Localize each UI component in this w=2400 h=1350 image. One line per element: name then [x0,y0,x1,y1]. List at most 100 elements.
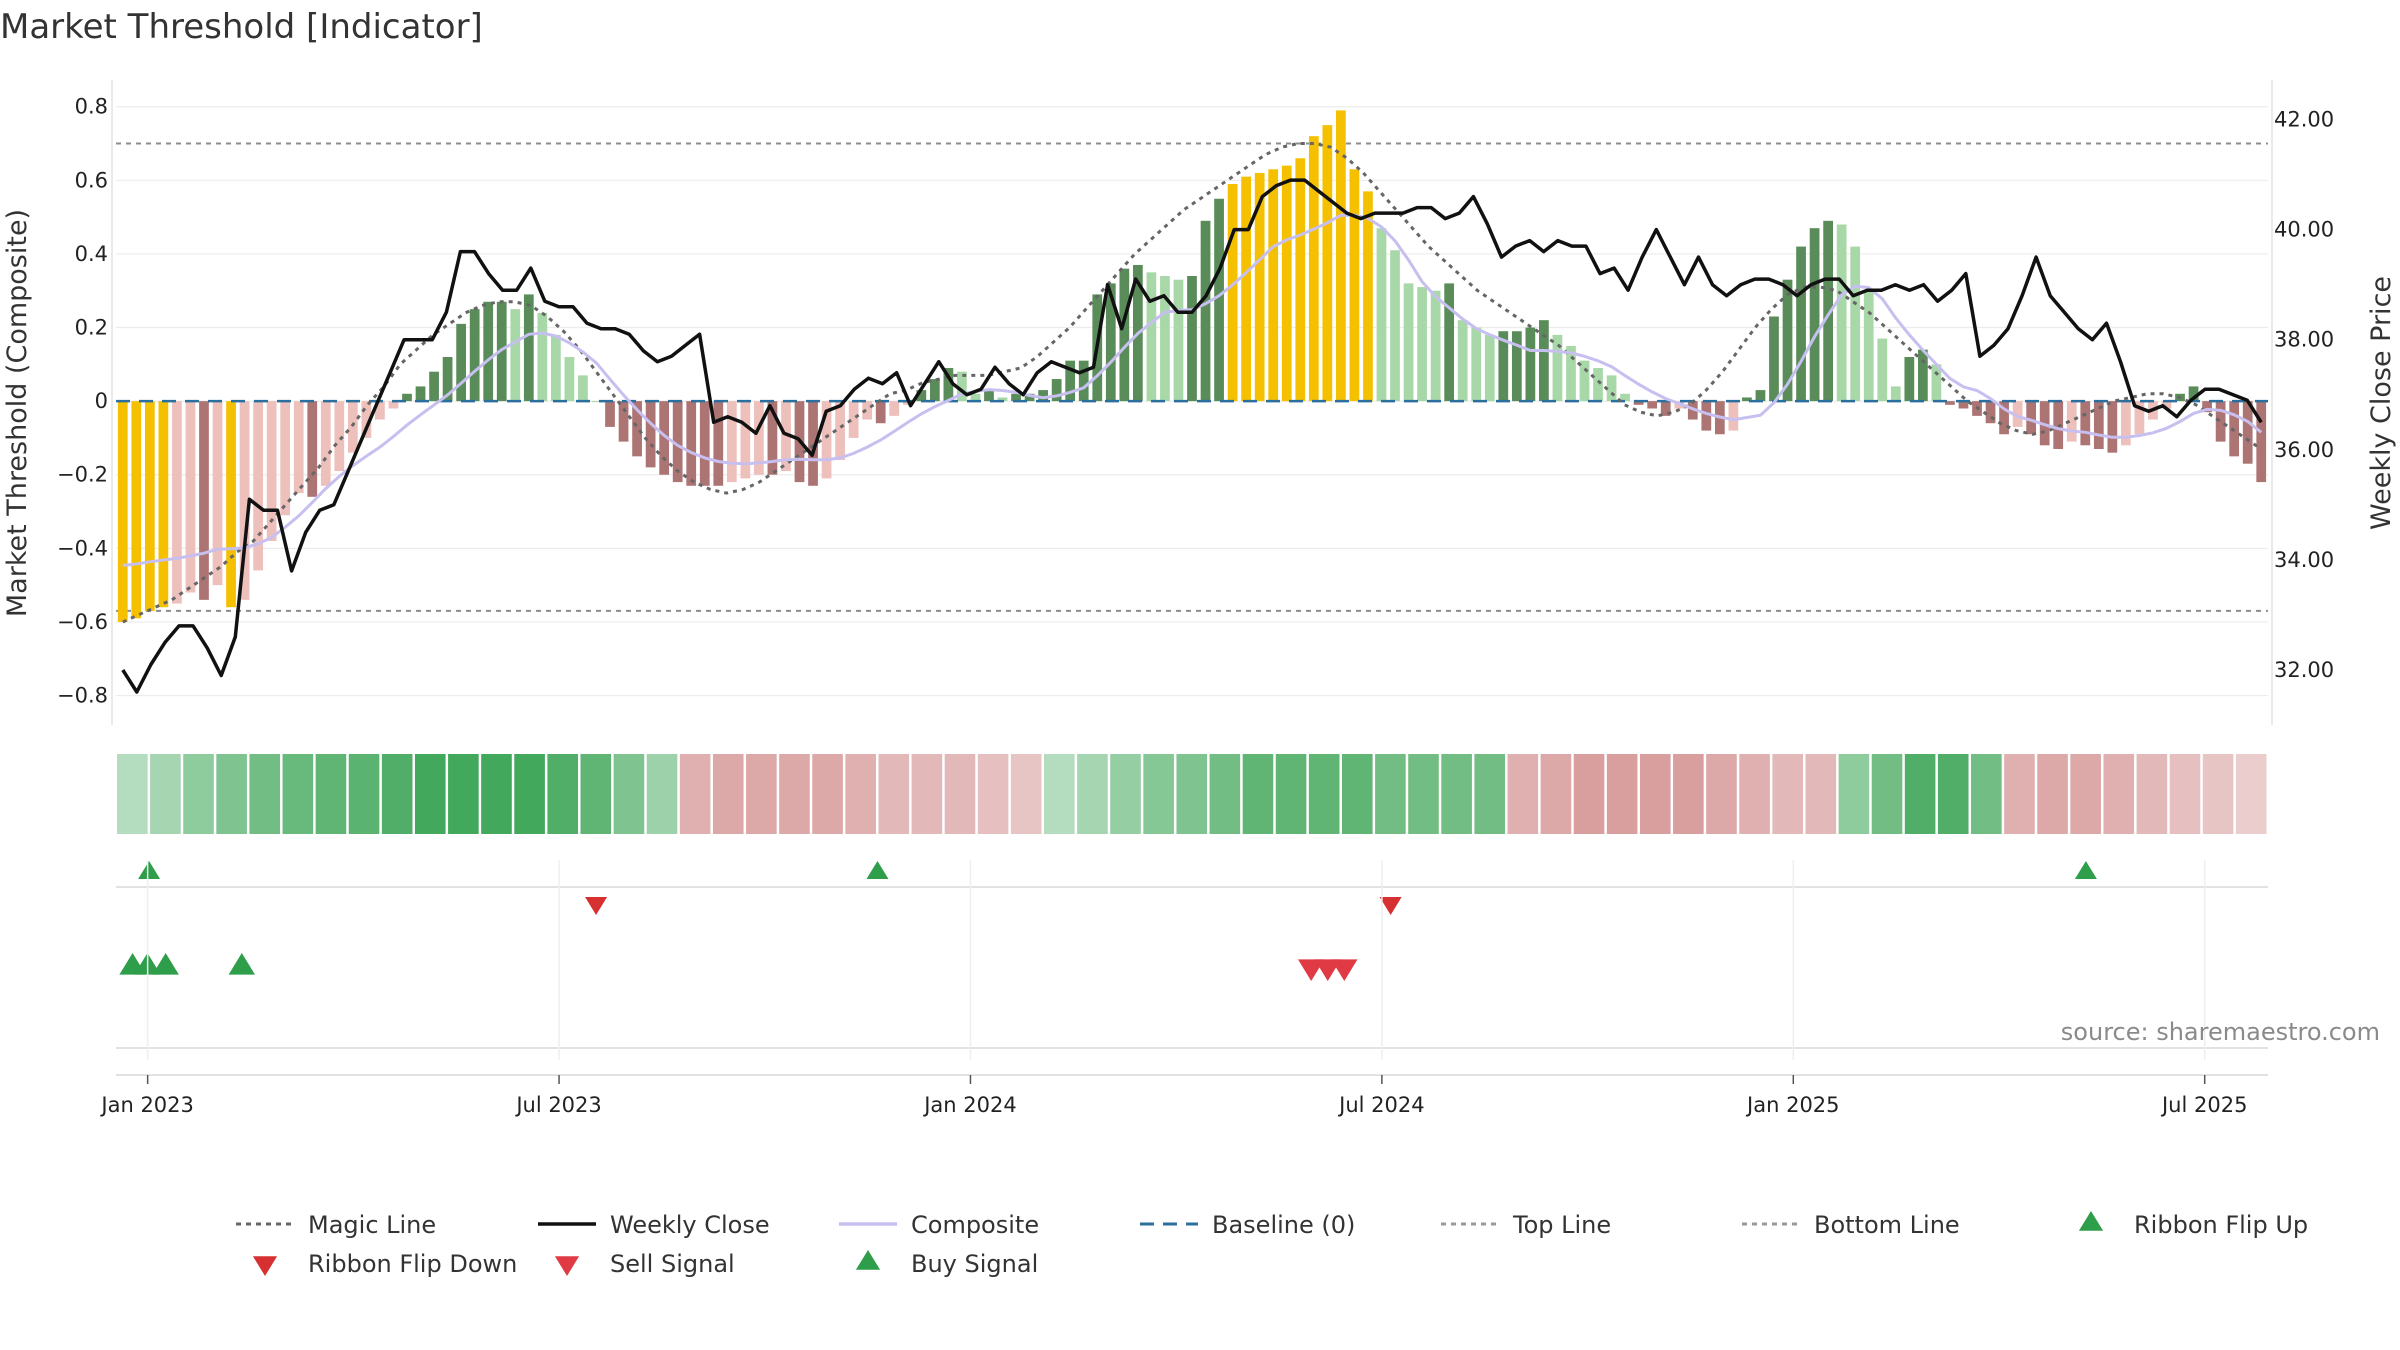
ribbon-cell [448,754,479,834]
composite-bar [2093,401,2104,449]
composite-bar [375,401,385,420]
ribbon-cell [1408,754,1439,834]
composite-bar [1863,290,1874,402]
legend-item: Composite [839,1211,1039,1239]
composite-bar [1552,334,1563,402]
ribbon-cell [1441,754,1472,834]
composite-bar [320,401,331,486]
y2-tick-label: 38.00 [2274,328,2334,352]
ribbon-cell [1573,754,1605,834]
ribbon-cell [1971,754,2002,834]
composite-bar [1024,393,1035,402]
composite-bar [1160,276,1170,402]
composite-bar [1241,176,1252,402]
composite-bar [1011,393,1021,402]
ribbon-cell [414,754,446,834]
composite-bar [1363,191,1373,402]
legend-item: Magic Line [236,1211,436,1239]
composite-bar [1917,349,1928,402]
composite-bar [862,401,873,420]
composite-bar [1457,320,1468,402]
composite-bar [266,401,277,541]
composite-bar [2107,401,2118,453]
weekly-close-line [121,178,2263,694]
ribbon-cell [580,754,612,834]
composite-bar [672,401,683,483]
legend-item: Weekly Close [538,1211,770,1239]
composite-bar [1065,360,1076,402]
composite-bar [1958,401,1969,409]
ribbon-cell [2169,754,2201,834]
ribbon-cell [1176,754,1208,834]
ribbon-cell [679,754,711,834]
composite-bar [483,301,494,402]
legend-swatch [2078,1211,2104,1231]
composite-bar [1214,198,1224,402]
composite-bar [1606,375,1617,402]
ribbon-cell [150,754,181,834]
composite-bar [1308,136,1319,402]
composite-bar [645,401,656,468]
composite-bar [1945,401,1955,405]
x-tick-label: Jul 2024 [1337,1093,1424,1117]
composite-bar [997,397,1008,402]
y-tick-label: 0.8 [75,95,108,119]
composite-bar [2256,401,2267,483]
composite-bar [659,401,670,475]
ribbon-cell [1110,754,1141,834]
composite-bar [456,323,467,402]
y2-tick-label: 36.00 [2274,438,2334,462]
composite-bar [1647,401,1658,409]
composite-bar [1173,279,1184,402]
composite-bar [1268,169,1279,402]
composite-bar [1417,287,1427,402]
composite-bar [740,401,751,479]
composite-bar [442,356,453,402]
ribbon-cell [646,754,678,834]
legend-label: Baseline (0) [1212,1211,1355,1239]
ribbon-cell [1044,754,1075,834]
ribbon-cell [779,754,810,834]
composite-bar [293,401,304,494]
ribbon-cell [911,754,943,834]
legend-item: Top Line [1441,1211,1611,1239]
x-tick-label: Jan 2023 [99,1093,194,1117]
composite-bar [1633,401,1644,405]
composite-bar [1769,316,1779,402]
composite-bar [564,356,575,402]
ribbon-cell [183,754,214,834]
composite-bar [686,401,697,486]
ribbon-cell [282,754,314,834]
x-axis-ticks: Jan 2023 Jul 2023 Jan 2024 Jul 2024 Jan 2025… [99,860,2247,1117]
ribbon-flip-up-marker [2074,861,2097,879]
composite-bar [2161,401,2172,409]
ribbon-flip-up-marker [866,861,889,879]
legend-item: Baseline (0) [1140,1211,1355,1239]
composite-bar [1336,110,1346,402]
composite-bar [226,401,236,608]
composite-bar [1539,320,1549,402]
y2-axis-label: Weekly Close Price [2366,276,2397,530]
composite-bar [618,401,629,442]
composite-bar [781,401,791,472]
ribbon-cell [1937,754,1969,834]
composite-bar [1904,356,1915,402]
ribbon-flip-up-marker [138,861,161,879]
ribbon-cell [2136,754,2168,834]
ribbon-cell [878,754,910,834]
composite-bar [2188,386,2199,402]
ribbon-cell [845,754,876,834]
ribbon-cell [2103,754,2135,834]
signal-markers [116,861,2268,1076]
ribbon-cell [1474,754,1506,834]
legend-label: Buy Signal [911,1250,1038,1278]
composite-bars [117,110,2267,622]
composite-bar [1931,364,1942,402]
ribbon-cell [2004,754,2035,834]
ribbon-cell [1706,754,1737,834]
legend-label: Ribbon Flip Down [308,1250,517,1278]
composite-bar [889,401,900,416]
composite-bar [1038,390,1048,402]
composite-bar [754,401,764,475]
